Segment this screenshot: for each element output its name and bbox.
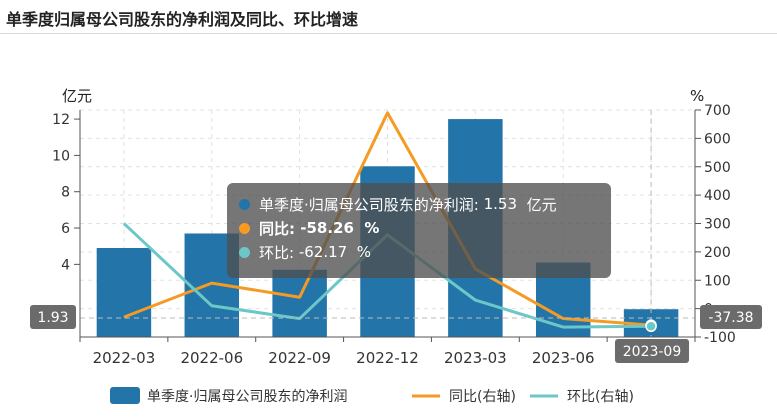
x-tick-label: 2022-09 — [268, 349, 331, 367]
tooltip-value-yoy: -58.26 — [300, 219, 354, 237]
tooltip-label-profit: 单季度·归属母公司股东的净利润: — [259, 195, 479, 214]
right-tick-label: 600 — [704, 131, 731, 147]
tooltip-value-qoq: -62.17 — [298, 243, 348, 261]
crosshair-left-value-bg — [30, 305, 76, 329]
right-tick-label: 700 — [704, 103, 731, 119]
x-tick-label: 2022-03 — [93, 349, 156, 367]
right-tick-label: -100 — [704, 330, 736, 346]
chart-title: 单季度归属母公司股东的净利润及同比、环比增速 — [0, 0, 777, 34]
crosshair-right-value-bg — [700, 305, 762, 329]
left-tick-label: 12 — [52, 112, 70, 128]
right-tick-label: 300 — [704, 217, 731, 233]
right-tick-label: 100 — [704, 273, 731, 289]
x-tick-label: 2022-12 — [356, 349, 419, 367]
left-tick-label: 4 — [61, 257, 70, 273]
right-axis-unit: % — [690, 87, 704, 105]
bar-2022-03 — [96, 248, 152, 337]
tooltip-value-profit: 1.53 — [483, 195, 518, 213]
x-tick-label: 2022-06 — [180, 349, 243, 367]
tooltip-row-yoy: 同比: -58.26 % — [239, 216, 599, 240]
right-tick-label: 400 — [704, 188, 731, 204]
x-tick-label: 2023-03 — [444, 349, 507, 367]
left-tick-label: 6 — [61, 221, 70, 237]
tooltip-row-profit: 单季度·归属母公司股东的净利润: 1.53 亿元 — [239, 192, 599, 216]
right-tick-label: 200 — [704, 245, 731, 261]
tooltip: 单季度·归属母公司股东的净利润: 1.53 亿元 同比: -58.26 % 环比… — [227, 183, 611, 278]
legend-label-0: 单季度·归属母公司股东的净利润 — [147, 388, 347, 405]
tooltip-unit-profit: 亿元 — [526, 195, 557, 214]
tooltip-label-yoy: 同比: — [259, 219, 295, 238]
left-axis-unit: 亿元 — [62, 87, 92, 105]
tooltip-label-qoq: 环比: — [259, 243, 295, 262]
tooltip-row-qoq: 环比: -62.17 % — [239, 240, 599, 264]
crosshair-x-value-bg — [615, 339, 689, 363]
line-series-0 — [123, 111, 652, 327]
tooltip-dot-profit — [239, 198, 250, 210]
tooltip-unit-qoq: % — [356, 243, 372, 261]
tooltip-dot-yoy — [239, 222, 250, 234]
crosshair-x-value: 2023-09 — [623, 344, 682, 360]
legend-label-1: 同比(右轴) — [449, 389, 516, 405]
legend-label-2: 环比(右轴) — [567, 389, 634, 405]
legend-swatch-0 — [110, 387, 140, 404]
left-tick-label: 10 — [52, 148, 70, 164]
left-tick-label: 8 — [61, 185, 70, 201]
hover-dot-1 — [645, 320, 657, 333]
tooltip-dot-qoq — [239, 246, 250, 258]
bar-2022-09 — [272, 269, 327, 337]
x-tick-label: 2023-06 — [532, 349, 595, 367]
crosshair-right-value: -37.38 — [708, 310, 753, 326]
right-tick-label: 500 — [704, 160, 731, 176]
crosshair-left-value: 1.93 — [37, 310, 68, 326]
tooltip-unit-yoy: % — [364, 219, 380, 237]
